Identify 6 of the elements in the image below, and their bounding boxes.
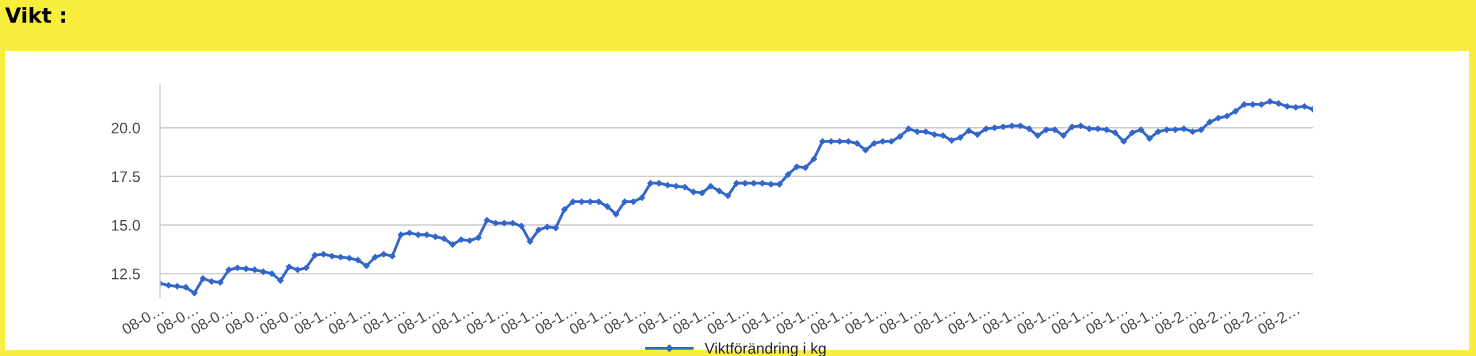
y-tick-label: 17.5 — [111, 171, 140, 183]
y-tick-label: 20.0 — [111, 122, 140, 134]
y-tick-label: 15.0 — [111, 219, 140, 231]
y-tick-label: 12.5 — [111, 268, 140, 280]
legend-label: Viktförändring i kg — [704, 342, 826, 356]
chart-title: Vikt : — [5, 6, 65, 23]
